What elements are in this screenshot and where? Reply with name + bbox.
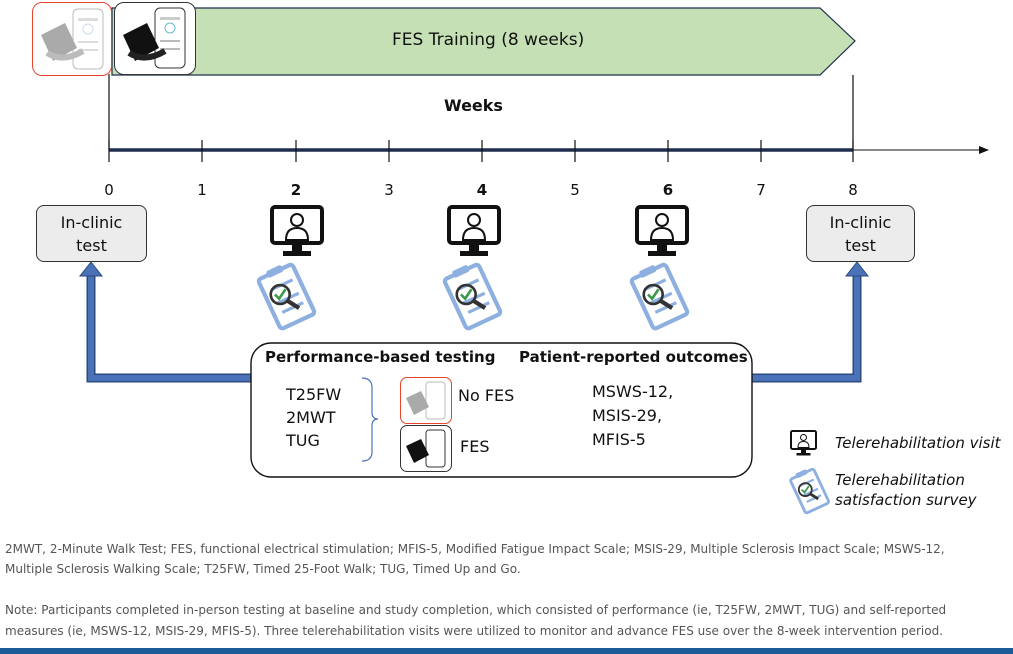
satisfaction-survey-icon bbox=[442, 262, 503, 331]
note-line-2: measures (ie, MSWS-12, MSIS-29, MFIS-5).… bbox=[5, 624, 944, 638]
clinic-label-line1: In-clinic bbox=[829, 213, 892, 232]
performance-item: TUG bbox=[286, 431, 320, 450]
week-label: 0 bbox=[104, 181, 114, 199]
legend-survey-icon bbox=[789, 467, 830, 515]
fes-device-icon-small bbox=[400, 425, 452, 472]
telerehab-visit-icon bbox=[270, 205, 324, 256]
fes-training-banner bbox=[111, 7, 856, 76]
clinic-label-line1: In-clinic bbox=[60, 213, 123, 232]
performance-title: Performance-based testing bbox=[265, 348, 496, 366]
performance-item: T25FW bbox=[286, 385, 342, 404]
week-label: 1 bbox=[197, 181, 207, 199]
no-fes-label: No FES bbox=[458, 386, 515, 405]
telerehab-visit-icon bbox=[635, 205, 689, 256]
in-clinic-test-baseline: In-clinic test bbox=[36, 205, 147, 262]
week-label: 3 bbox=[384, 181, 394, 199]
patient-item: MSIS-29, bbox=[592, 406, 663, 425]
in-clinic-test-final: In-clinic test bbox=[806, 205, 915, 262]
note-line-1: Note: Participants completed in-person t… bbox=[5, 603, 947, 617]
satisfaction-survey-icon bbox=[629, 262, 690, 331]
week-label: 7 bbox=[756, 181, 766, 199]
fes-device-icon bbox=[114, 2, 196, 75]
timeline-title: Weeks bbox=[444, 96, 503, 115]
telerehab-visit-icon bbox=[447, 205, 501, 256]
testing-box bbox=[250, 342, 753, 478]
no-fes-device-icon bbox=[32, 2, 112, 76]
patient-item: MFIS-5 bbox=[592, 430, 646, 449]
fes-label: FES bbox=[460, 437, 490, 456]
left-blue-arrow bbox=[86, 275, 251, 383]
banner-label: FES Training (8 weeks) bbox=[392, 30, 585, 50]
week-label: 4 bbox=[476, 181, 488, 199]
no-fes-device-icon-small bbox=[400, 377, 452, 424]
legend-visit-label: Telerehabilitation visit bbox=[835, 434, 1001, 452]
abbreviations-line-1: 2MWT, 2-Minute Walk Test; FES, functiona… bbox=[5, 542, 945, 556]
legend-survey-label-1: Telerehabilitation bbox=[835, 471, 965, 489]
legend-visit-icon bbox=[790, 430, 817, 456]
abbreviations-line-2: Multiple Sclerosis Walking Scale; T25FW,… bbox=[5, 562, 521, 576]
week-label: 8 bbox=[848, 181, 858, 199]
week-label: 5 bbox=[570, 181, 580, 199]
bottom-bar bbox=[0, 648, 1013, 654]
brace bbox=[361, 377, 379, 462]
clinic-label-line2: test bbox=[845, 236, 876, 255]
week-label: 2 bbox=[290, 181, 302, 199]
legend-survey-label-2: satisfaction survey bbox=[835, 491, 977, 509]
satisfaction-survey-icon bbox=[256, 262, 317, 331]
patient-title: Patient-reported outcomes bbox=[519, 348, 748, 366]
performance-item: 2MWT bbox=[286, 408, 336, 427]
week-label: 6 bbox=[662, 181, 674, 199]
patient-item: MSWS-12, bbox=[592, 382, 674, 401]
right-blue-arrow bbox=[752, 275, 862, 383]
clinic-label-line2: test bbox=[76, 236, 107, 255]
